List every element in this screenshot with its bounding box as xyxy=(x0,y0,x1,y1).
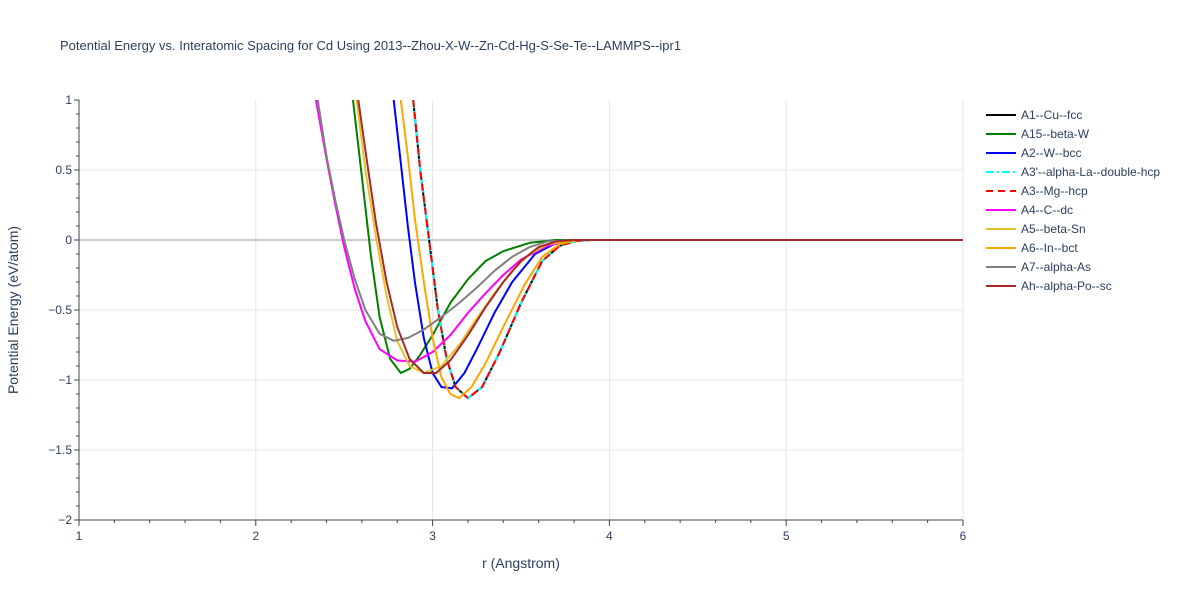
legend-item[interactable]: A5--beta-Sn xyxy=(986,222,1086,236)
y-tick-label: 0 xyxy=(65,233,72,247)
y-tick-labels: 1 0.5 0 −0.5 −1 −1.5 −2 xyxy=(48,93,72,527)
y-tick-label: −2 xyxy=(58,513,72,527)
legend-item[interactable]: A3'--alpha-La--double-hcp xyxy=(986,165,1160,179)
legend-label: A5--beta-Sn xyxy=(1021,222,1086,236)
legend-item[interactable]: Ah--alpha-Po--sc xyxy=(986,279,1112,293)
x-tick-labels: 1 2 3 4 5 6 xyxy=(76,529,967,543)
legend-label: A2--W--bcc xyxy=(1021,146,1081,160)
y-tick-label: 1 xyxy=(65,93,72,107)
y-tick-label: −0.5 xyxy=(48,303,72,317)
legend-label: A4--C--dc xyxy=(1021,203,1073,217)
x-tick-label: 6 xyxy=(960,529,967,543)
x-tick-label: 1 xyxy=(76,529,83,543)
legend-item[interactable]: A3--Mg--hcp xyxy=(986,184,1088,198)
legend-item[interactable]: A15--beta-W xyxy=(986,127,1090,141)
legend-label: A3--Mg--hcp xyxy=(1021,184,1088,198)
legend-item[interactable]: A2--W--bcc xyxy=(986,146,1081,160)
axes xyxy=(74,99,964,526)
legend-label: A7--alpha-As xyxy=(1021,260,1091,274)
y-tick-label: −1 xyxy=(58,373,72,387)
series-line-4 xyxy=(412,100,963,400)
series-line-9 xyxy=(357,100,963,374)
grid xyxy=(79,100,964,520)
y-axis-title: Potential Energy (eV/atom) xyxy=(5,226,21,394)
legend-label: A1--Cu--fcc xyxy=(1021,108,1082,122)
legend[interactable]: A1--Cu--fcc A15--beta-W A2--W--bcc A3'--alp… xyxy=(986,108,1160,293)
x-tick-label: 4 xyxy=(606,529,613,543)
y-tick-label: 0.5 xyxy=(55,163,72,177)
x-tick-label: 3 xyxy=(429,529,436,543)
series-lines xyxy=(314,100,963,400)
legend-item[interactable]: A1--Cu--fcc xyxy=(986,108,1082,122)
x-axis-title: r (Angstrom) xyxy=(482,555,560,571)
legend-label: A3'--alpha-La--double-hcp xyxy=(1021,165,1160,179)
chart-title: Potential Energy vs. Interatomic Spacing… xyxy=(60,38,681,53)
legend-label: A6--In--bct xyxy=(1021,241,1078,255)
x-tick-label: 2 xyxy=(252,529,259,543)
legend-item[interactable]: A6--In--bct xyxy=(986,241,1078,255)
y-tick-label: −1.5 xyxy=(48,443,72,457)
legend-item[interactable]: A4--C--dc xyxy=(986,203,1073,217)
legend-label: A15--beta-W xyxy=(1021,127,1090,141)
legend-label: Ah--alpha-Po--sc xyxy=(1021,279,1112,293)
x-tick-label: 5 xyxy=(783,529,790,543)
legend-item[interactable]: A7--alpha-As xyxy=(986,260,1091,274)
